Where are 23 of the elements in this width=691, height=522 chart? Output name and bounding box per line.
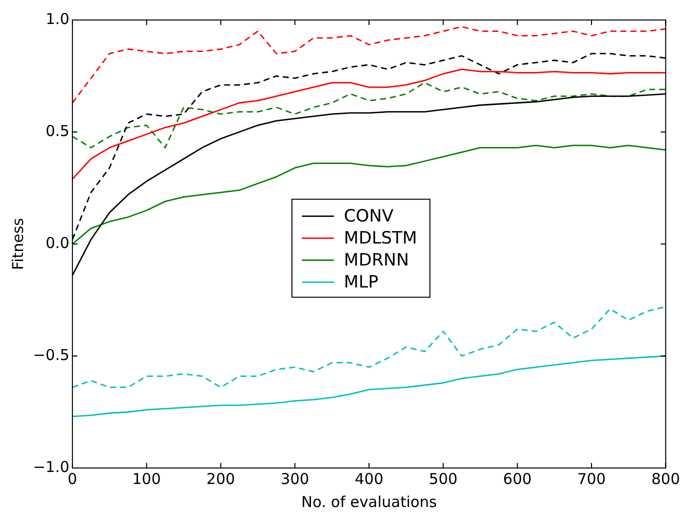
x-tick-label: 400 <box>354 470 384 488</box>
x-tick-label: 700 <box>577 470 606 488</box>
y-tick-label: 0.5 <box>46 122 70 140</box>
legend-label: MLP <box>344 272 378 293</box>
legend-label: MDLSTM <box>344 228 418 249</box>
line-series <box>72 26 666 104</box>
line-series <box>72 82 666 148</box>
x-tick-label: 200 <box>206 470 236 488</box>
line-series <box>72 306 666 388</box>
y-tick-label: 1.0 <box>46 10 70 28</box>
x-axis-title: No. of evaluations <box>301 492 438 511</box>
y-tick-label: −1.0 <box>32 458 70 476</box>
legend-label: MDRNN <box>344 250 409 271</box>
y-tick-label: 0.0 <box>46 234 70 252</box>
x-tick-label: 0 <box>68 470 78 488</box>
x-tick-label: 300 <box>280 470 310 488</box>
legend-label: CONV <box>344 206 394 227</box>
x-tick-label: 800 <box>651 470 680 488</box>
y-tick-label: −0.5 <box>32 346 70 364</box>
x-tick-label: 600 <box>503 470 532 488</box>
x-tick-label: 100 <box>132 470 161 488</box>
x-tick-label: 500 <box>428 470 458 488</box>
y-axis-title: Fitness <box>8 218 27 270</box>
